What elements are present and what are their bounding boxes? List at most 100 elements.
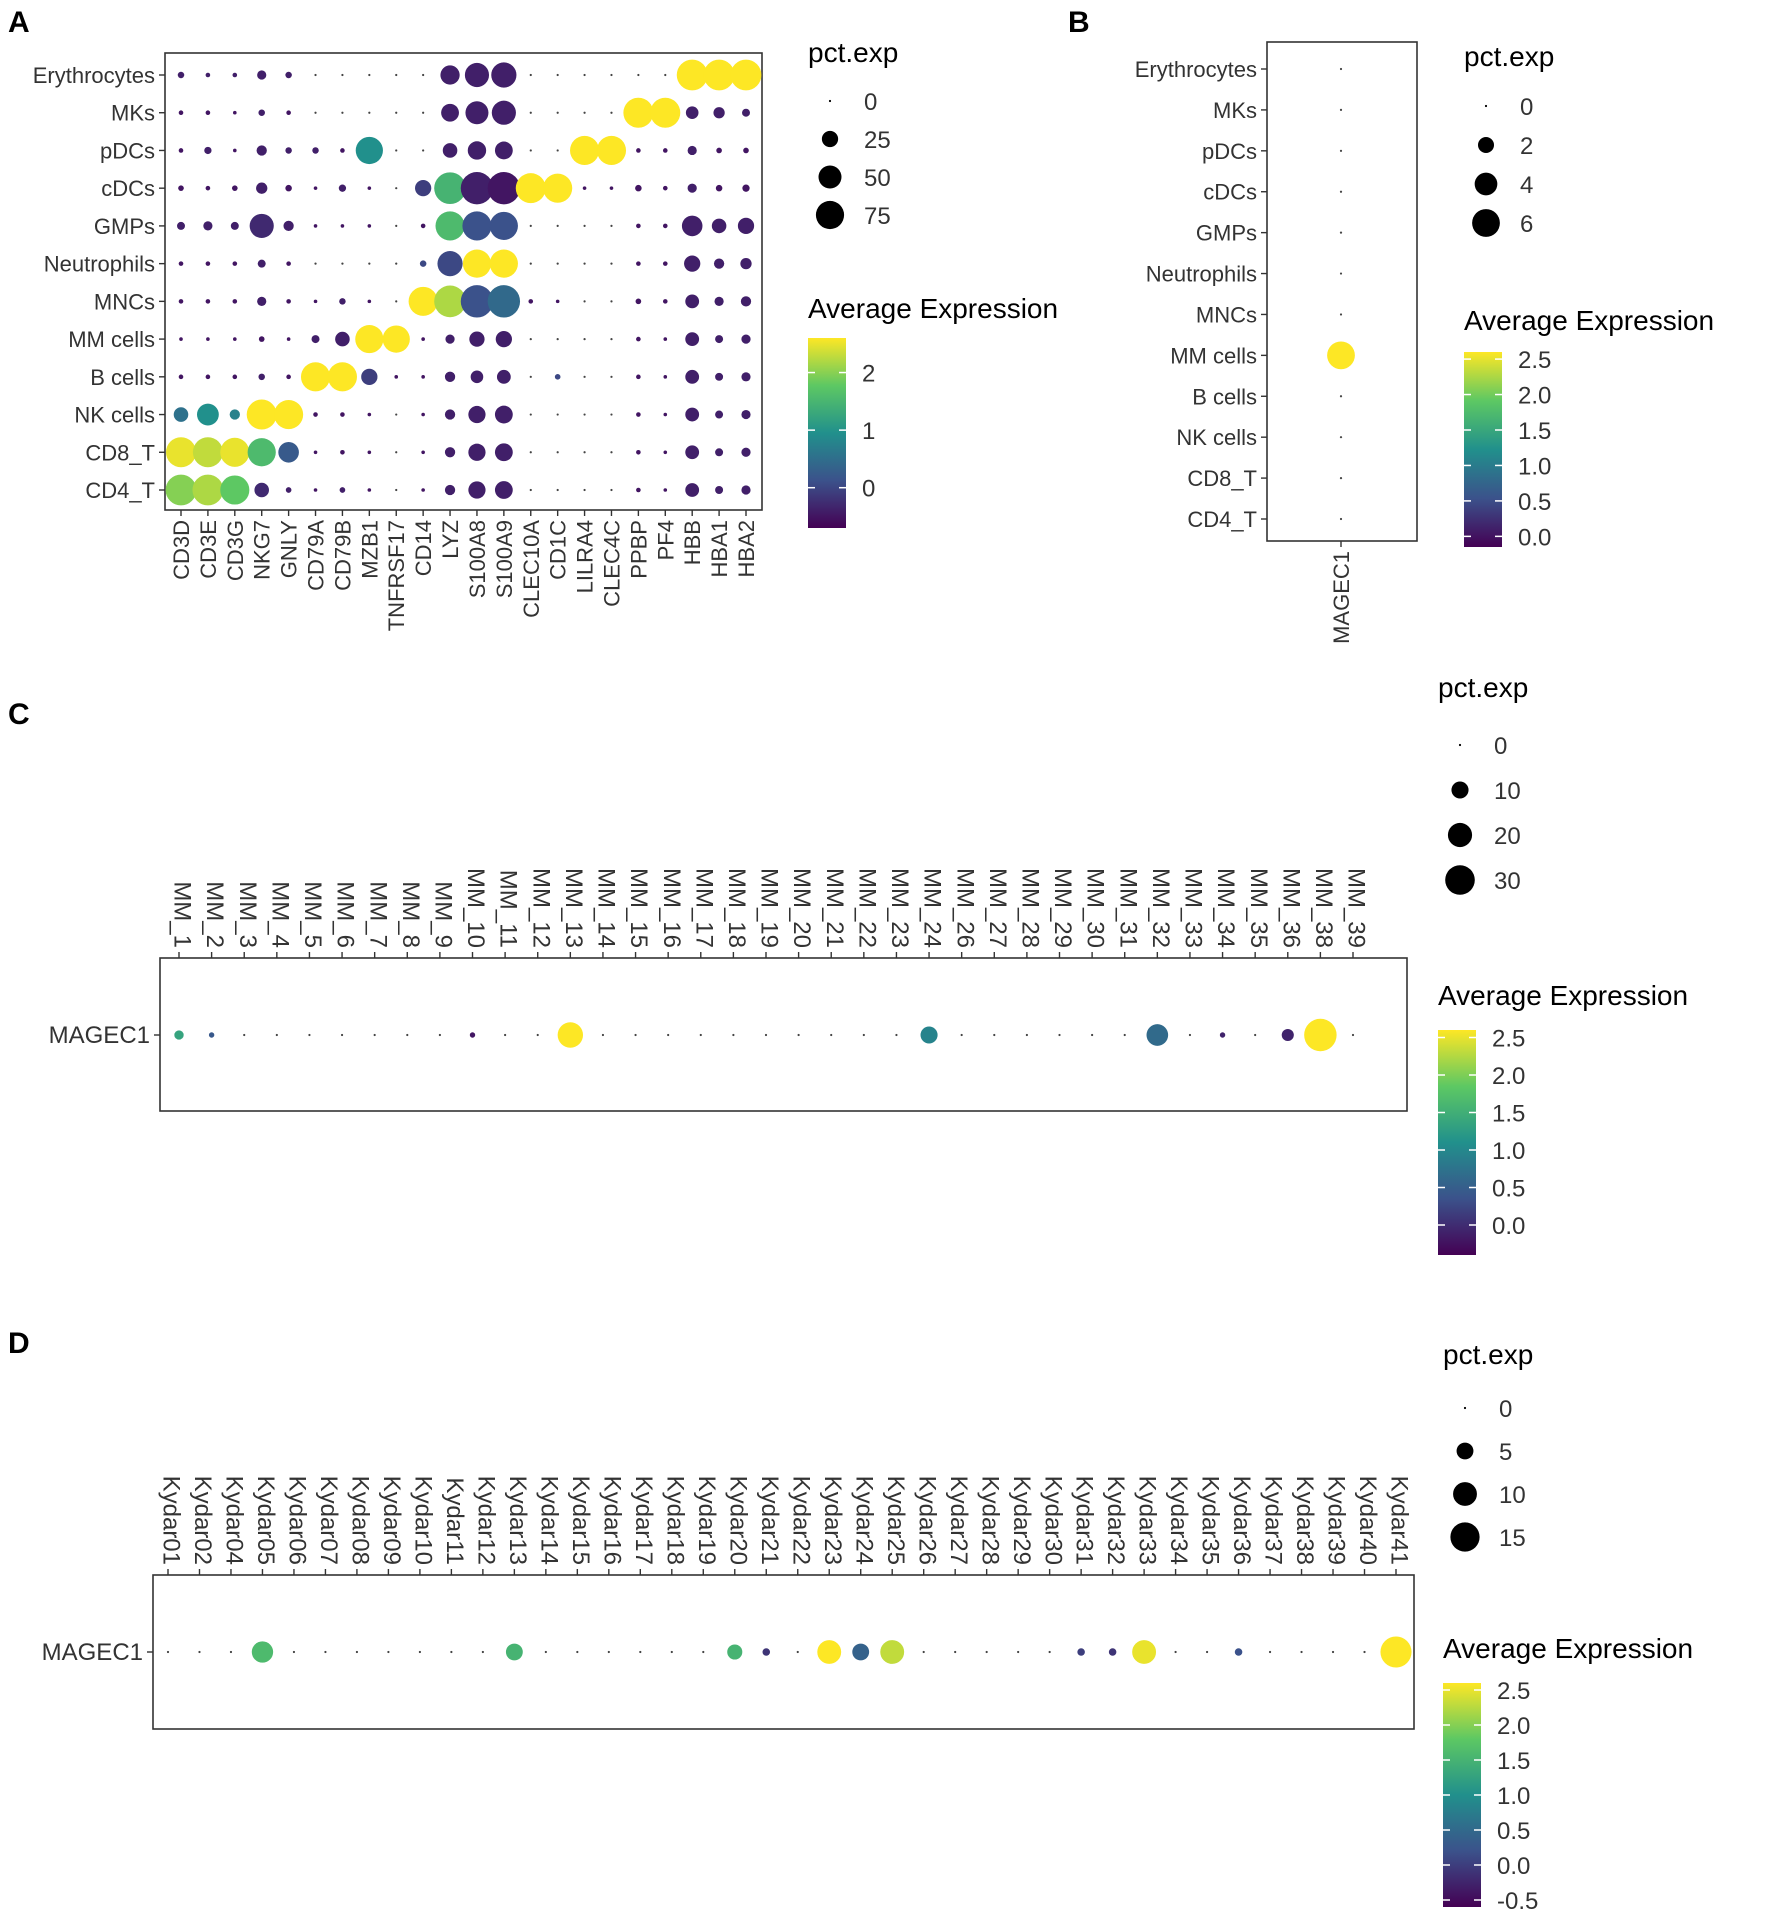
dot (662, 299, 668, 304)
dot (487, 171, 521, 205)
dot (954, 1650, 957, 1654)
x-tick-label: Kydar36 (1228, 1476, 1255, 1565)
dot (256, 182, 268, 194)
x-tick-label: GNLY (277, 520, 302, 579)
panel-a-legend: pct.exp 0 25 50 75 Average Expression 0 1 2 (808, 37, 1058, 528)
x-tick-label: MZB1 (357, 520, 382, 579)
dot (1174, 1650, 1177, 1654)
x-tick-label: Kydar39 (1323, 1476, 1350, 1565)
dot (355, 325, 384, 354)
dot (1351, 1033, 1355, 1037)
panel-a-letter: A (8, 6, 30, 39)
dot (1205, 1650, 1209, 1654)
dot (583, 337, 586, 341)
size-legend-dot (1474, 172, 1498, 196)
dot (338, 184, 347, 192)
dot (278, 441, 299, 463)
size-legend-label: 10 (1494, 778, 1521, 805)
dot (313, 488, 318, 492)
dot (257, 259, 266, 268)
dot (340, 1033, 344, 1037)
dot (610, 300, 613, 303)
dot (177, 71, 185, 79)
panel-c: C MAGEC1 MM_1 MM_2 MM_3 MM_4 MM_5 MM_6 MM_7 MM_8… (8, 672, 1688, 1255)
y-tick-label: B cells (90, 365, 155, 390)
x-tick-label: MM_19 (756, 868, 783, 948)
dot (220, 475, 250, 505)
y-tick-label: Erythrocytes (1135, 57, 1257, 82)
dot (762, 1648, 771, 1656)
dot (437, 251, 463, 277)
dot (556, 73, 559, 77)
x-tick-label: Kydar01 (158, 1476, 185, 1565)
size-legend-label: 20 (1494, 823, 1521, 850)
dot (232, 299, 238, 304)
dot (685, 483, 700, 497)
dot (635, 298, 642, 305)
x-tick-label: MM_39 (1343, 868, 1370, 948)
dot (504, 1033, 507, 1037)
color-legend-title: Average Expression (1464, 305, 1714, 336)
dot (254, 482, 269, 498)
color-legend-label: -0.5 (1497, 1888, 1538, 1915)
dot (1380, 1636, 1412, 1668)
x-tick-label: CD79A (304, 520, 329, 591)
size-legend-label: 6 (1520, 211, 1533, 238)
x-tick-label: Kydar08 (347, 1476, 374, 1565)
dot (556, 111, 559, 114)
dot (610, 73, 613, 77)
dot (178, 374, 184, 380)
dot (178, 299, 184, 304)
dot (556, 451, 559, 454)
dot (796, 1650, 799, 1654)
dot (243, 1033, 246, 1037)
dot (340, 224, 345, 228)
size-legend-dot (1458, 743, 1462, 747)
dot (177, 221, 185, 230)
dot (275, 1033, 278, 1037)
dot (1339, 231, 1343, 234)
x-tick-label: MM_10 (462, 868, 489, 948)
dot (685, 294, 700, 309)
dot (554, 373, 561, 380)
dot (395, 224, 398, 228)
size-legend-dot (1447, 822, 1473, 848)
dot (395, 413, 398, 416)
x-tick-label: MM_15 (625, 868, 652, 948)
dot (438, 1033, 441, 1037)
dot (496, 369, 511, 384)
dot (367, 450, 372, 455)
dot (1339, 436, 1343, 439)
dot (583, 262, 586, 265)
dot (422, 73, 425, 77)
dot (583, 451, 586, 454)
dot (450, 1650, 453, 1654)
x-tick-label: MM_36 (1277, 868, 1304, 948)
dot (556, 149, 559, 152)
color-legend-label: 2 (862, 361, 875, 388)
color-legend-label: 2.5 (1492, 1026, 1525, 1053)
dot (395, 187, 398, 190)
dot (387, 1650, 390, 1654)
dot (702, 1650, 705, 1654)
dot (460, 285, 494, 318)
dot (395, 300, 398, 303)
dot (495, 330, 512, 348)
dot (178, 261, 184, 266)
panel-a-dotplot: Erythrocytes MKs pDCs cDCs GMPs Neutrophils MN… (33, 52, 763, 631)
x-tick-label: Kydar10 (409, 1476, 436, 1565)
color-legend-bar (1438, 1030, 1476, 1255)
dot (444, 484, 456, 496)
dot (300, 362, 331, 392)
dot (713, 107, 725, 119)
x-tick-label: Kydar17 (630, 1476, 657, 1565)
size-legend-label: 50 (864, 165, 891, 192)
dot (178, 148, 184, 153)
x-tick-label: PF4 (653, 520, 678, 560)
x-tick-label: Kydar19 (693, 1476, 720, 1565)
dot (1339, 190, 1343, 193)
dot (1339, 108, 1343, 112)
dot (623, 97, 654, 128)
dot (251, 1641, 274, 1663)
